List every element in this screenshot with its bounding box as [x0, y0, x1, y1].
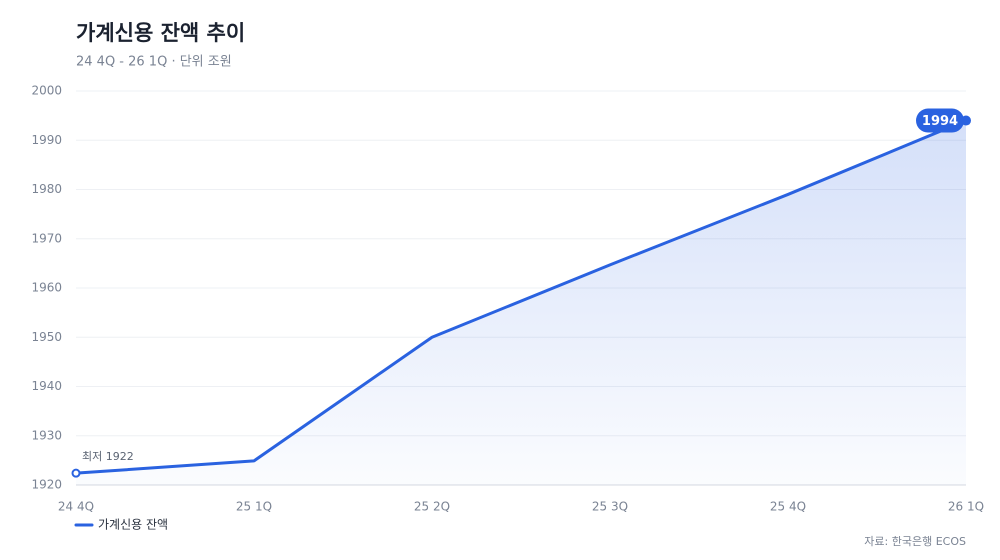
value-label: 1994: [922, 114, 958, 129]
data-line: [75, 119, 967, 475]
y-tick-label: 1990: [31, 133, 62, 147]
chart-subtitle: 24 4Q - 26 1Q · 단위 조원: [76, 55, 232, 70]
chart-title: 가계신용 잔액 추이: [76, 21, 245, 45]
y-tick-label: 1970: [31, 231, 62, 245]
y-tick-label: 2000: [31, 84, 62, 98]
value-badge: [916, 108, 964, 133]
x-tick-label: 24 4Q: [58, 500, 94, 514]
x-tick-label: 26 1Q: [948, 500, 984, 514]
area-fill: [76, 120, 966, 486]
source-note: 자료: 한국은행 ECOS: [864, 535, 966, 548]
legend-label: 가계신용 잔액: [98, 518, 168, 532]
x-tick-label: 25 4Q: [770, 500, 806, 514]
y-tick-label: 1940: [31, 379, 62, 393]
end-point: [961, 115, 971, 126]
min-point: [71, 468, 81, 478]
y-tick-label: 1930: [31, 428, 62, 442]
y-tick-label: 1960: [31, 281, 62, 295]
x-tick-label: 25 2Q: [414, 500, 450, 514]
y-tick-label: 1980: [31, 182, 62, 196]
value-label: 최저 1922: [82, 450, 134, 463]
y-tick-label: 1920: [31, 478, 62, 492]
y-tick-label: 1950: [31, 330, 62, 344]
x-tick-label: 25 3Q: [592, 500, 628, 514]
x-tick-label: 25 1Q: [236, 500, 272, 514]
